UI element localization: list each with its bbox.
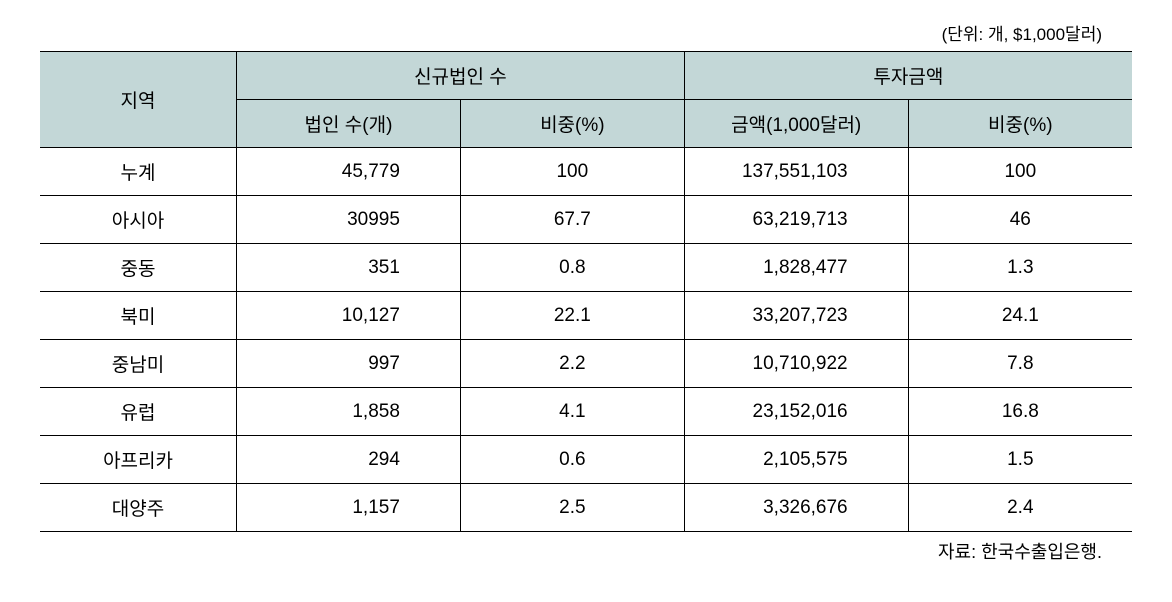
header-corp-count: 법인 수(개) <box>237 100 461 148</box>
cell-amount: 10,710,922 <box>684 340 908 388</box>
table-row: 대양주 1,157 2.5 3,326,676 2.4 <box>40 484 1132 532</box>
cell-amount-share: 2.4 <box>908 484 1132 532</box>
cell-amount-share: 100 <box>908 148 1132 196</box>
cell-region: 아시아 <box>40 196 237 244</box>
cell-corp-count: 294 <box>237 436 461 484</box>
cell-corp-count: 10,127 <box>237 292 461 340</box>
cell-amount-share: 7.8 <box>908 340 1132 388</box>
cell-corp-count: 997 <box>237 340 461 388</box>
cell-corp-share: 2.2 <box>460 340 684 388</box>
cell-region: 북미 <box>40 292 237 340</box>
cell-region: 대양주 <box>40 484 237 532</box>
cell-amount-share: 16.8 <box>908 388 1132 436</box>
cell-corp-count: 45,779 <box>237 148 461 196</box>
cell-amount: 2,105,575 <box>684 436 908 484</box>
cell-corp-count: 1,858 <box>237 388 461 436</box>
data-table: 지역 신규법인 수 투자금액 법인 수(개) 비중(%) 금액(1,000달러)… <box>40 51 1132 532</box>
table-row: 유럽 1,858 4.1 23,152,016 16.8 <box>40 388 1132 436</box>
cell-amount-share: 46 <box>908 196 1132 244</box>
cell-corp-count: 351 <box>237 244 461 292</box>
cell-amount: 33,207,723 <box>684 292 908 340</box>
cell-corp-share: 2.5 <box>460 484 684 532</box>
cell-corp-count: 30995 <box>237 196 461 244</box>
header-amount-share: 비중(%) <box>908 100 1132 148</box>
cell-region: 아프리카 <box>40 436 237 484</box>
table-row: 아시아 30995 67.7 63,219,713 46 <box>40 196 1132 244</box>
cell-corp-share: 4.1 <box>460 388 684 436</box>
cell-corp-share: 0.6 <box>460 436 684 484</box>
table-row: 아프리카 294 0.6 2,105,575 1.5 <box>40 436 1132 484</box>
cell-amount: 137,551,103 <box>684 148 908 196</box>
table-row: 누계 45,779 100 137,551,103 100 <box>40 148 1132 196</box>
cell-region: 중동 <box>40 244 237 292</box>
cell-corp-share: 67.7 <box>460 196 684 244</box>
cell-region: 중남미 <box>40 340 237 388</box>
cell-amount-share: 24.1 <box>908 292 1132 340</box>
header-corp-share: 비중(%) <box>460 100 684 148</box>
table-row: 중동 351 0.8 1,828,477 1.3 <box>40 244 1132 292</box>
source-label: 자료: 한국수출입은행. <box>40 538 1132 564</box>
header-new-corp: 신규법인 수 <box>237 52 685 100</box>
cell-amount-share: 1.5 <box>908 436 1132 484</box>
cell-amount: 23,152,016 <box>684 388 908 436</box>
cell-region: 유럽 <box>40 388 237 436</box>
unit-label: (단위: 개, $1,000달러) <box>40 20 1132 45</box>
header-amount: 금액(1,000달러) <box>684 100 908 148</box>
cell-region: 누계 <box>40 148 237 196</box>
table-row: 중남미 997 2.2 10,710,922 7.8 <box>40 340 1132 388</box>
cell-corp-share: 100 <box>460 148 684 196</box>
cell-amount-share: 1.3 <box>908 244 1132 292</box>
cell-amount: 3,326,676 <box>684 484 908 532</box>
table-row: 북미 10,127 22.1 33,207,723 24.1 <box>40 292 1132 340</box>
cell-amount: 1,828,477 <box>684 244 908 292</box>
cell-corp-count: 1,157 <box>237 484 461 532</box>
header-investment: 투자금액 <box>684 52 1132 100</box>
cell-corp-share: 22.1 <box>460 292 684 340</box>
cell-amount: 63,219,713 <box>684 196 908 244</box>
table-body: 누계 45,779 100 137,551,103 100 아시아 30995 … <box>40 148 1132 532</box>
cell-corp-share: 0.8 <box>460 244 684 292</box>
header-region: 지역 <box>40 52 237 148</box>
